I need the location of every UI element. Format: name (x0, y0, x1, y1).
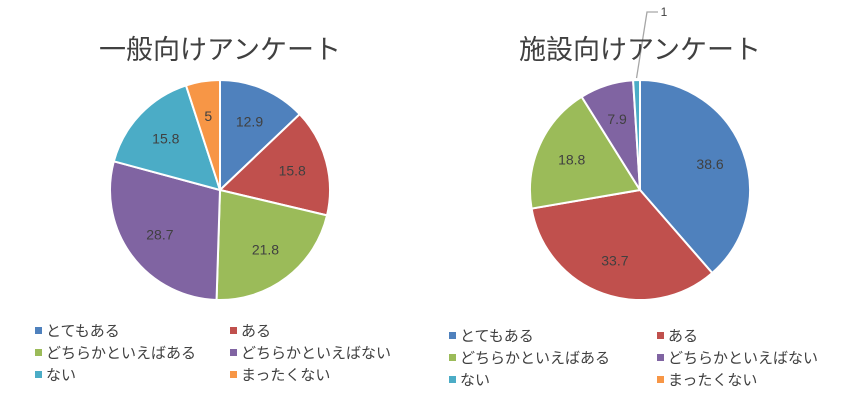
legend-item-5: ない (35, 364, 76, 385)
pie-slice-1 (639, 78, 751, 275)
legend-label: まったくない (668, 372, 758, 389)
legend-item-6: まったくない (657, 369, 757, 390)
legend-swatch (35, 327, 42, 334)
pie-slice-4 (109, 160, 222, 301)
legend-item-6: まったくない (230, 364, 330, 385)
legend-label: ない (46, 367, 77, 384)
data-label-6: 5 (204, 108, 212, 124)
legend-label: ある (241, 323, 272, 340)
legend-swatch (35, 349, 42, 356)
pie-slice-2 (217, 112, 331, 217)
data-label-5: 15.8 (152, 130, 179, 146)
legend-item-4: どちらかといえばない (657, 347, 818, 368)
legend-swatch (230, 371, 237, 378)
legend-item-3: どちらかといえばある (449, 347, 610, 368)
data-label-1: 38.6 (696, 156, 723, 172)
legend-label: どちらかといえばない (668, 350, 819, 367)
pie-slice-3 (215, 188, 329, 301)
legend-label: どちらかといえばない (241, 345, 392, 362)
legend-item-1: とてもある (35, 320, 120, 341)
data-label-3: 21.8 (252, 241, 279, 257)
data-label-1: 12.9 (236, 113, 263, 129)
legend-label: ない (460, 372, 491, 389)
pie-slice-1 (219, 78, 302, 193)
legend-item-1: とてもある (449, 325, 534, 346)
pie-slice-2 (530, 188, 714, 301)
legend-swatch (657, 332, 664, 339)
chart-title-general: 一般向けアンケート (99, 35, 341, 65)
legend-swatch (657, 376, 664, 383)
pie-slice-5 (112, 84, 222, 192)
pie-slice-3 (529, 95, 642, 210)
data-label-4: 28.7 (146, 227, 173, 243)
legend-item-2: ある (230, 320, 271, 341)
pie-slice-6 (184, 78, 221, 191)
legend-label: ある (668, 328, 699, 345)
data-label-3: 18.8 (558, 151, 585, 167)
legend-swatch (35, 371, 42, 378)
legend-swatch (449, 332, 456, 339)
chart-title-facility: 施設向けアンケート (519, 35, 761, 65)
legend-label: とてもある (46, 323, 120, 340)
legend-label: まったくない (241, 367, 331, 384)
legend-item-3: どちらかといえばある (35, 342, 196, 363)
legend-swatch (230, 349, 237, 356)
data-label-2: 15.8 (279, 162, 306, 178)
legend-label: とてもある (460, 328, 534, 345)
legend-item-5: ない (449, 369, 490, 390)
legend-label: どちらかといえばある (46, 345, 197, 362)
legend-swatch (449, 376, 456, 383)
pie-slice-5 (632, 78, 641, 191)
data-label-2: 33.7 (601, 252, 628, 268)
legend-swatch (449, 354, 456, 361)
legend-swatch (230, 327, 237, 334)
data-label-5: 1 (661, 5, 668, 19)
data-label-4: 7.9 (607, 111, 627, 127)
legend-item-2: ある (657, 325, 698, 346)
legend-item-4: どちらかといえばない (230, 342, 391, 363)
legend-label: どちらかといえばある (460, 350, 611, 367)
legend-swatch (657, 354, 664, 361)
leader-line (635, 11, 658, 79)
